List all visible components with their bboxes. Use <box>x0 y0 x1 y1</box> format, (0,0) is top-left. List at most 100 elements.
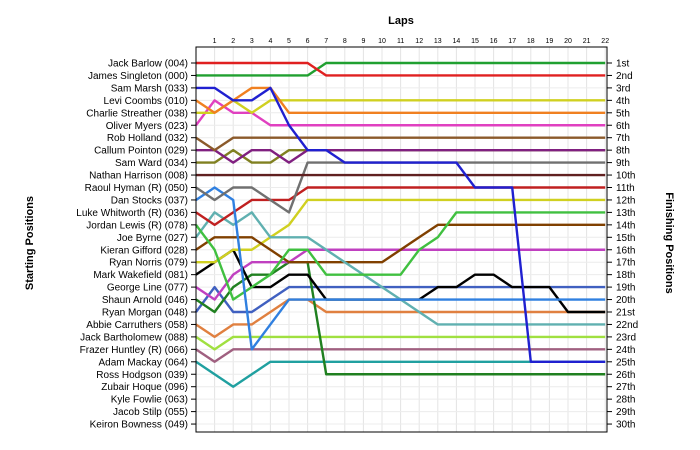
starting-position-label: Ryan Morgan (048) <box>102 308 188 319</box>
starting-position-label: Mark Wakefield (081) <box>93 270 188 281</box>
starting-position-label: Sam Marsh (033) <box>111 83 188 94</box>
starting-position-label: Adam Mackay (064) <box>99 357 188 368</box>
finishing-position-label: 18th <box>616 270 635 281</box>
driver-position-line <box>195 136 606 152</box>
lap-tick-label: 13 <box>434 38 442 45</box>
finishing-position-label: 22nd <box>616 320 638 331</box>
lap-tick-label: 15 <box>471 38 479 45</box>
driver-position-line <box>196 148 606 164</box>
finishing-position-label: 19th <box>616 283 635 294</box>
finishing-position-label: 24th <box>616 345 635 356</box>
finishing-position-label: 20th <box>616 295 635 306</box>
starting-position-label: Charlie Streather (038) <box>86 108 188 119</box>
finishing-position-label: 21st <box>616 308 635 319</box>
finishing-position-label: 16th <box>616 245 635 256</box>
lap-tick-label: 10 <box>378 38 386 45</box>
lap-tick-label: 5 <box>287 38 291 45</box>
lap-tick-label: 19 <box>546 38 554 45</box>
lap-tick-label: 2 <box>231 38 235 45</box>
finishing-position-label: 17th <box>616 258 635 269</box>
starting-position-label: Ryan Norris (079) <box>109 258 188 269</box>
starting-position-label: Ross Hodgson (039) <box>96 370 188 381</box>
finishing-position-label: 3rd <box>616 83 630 94</box>
driver-position-line <box>195 348 606 363</box>
starting-position-label: Jordan Lewis (R) (078) <box>86 220 188 231</box>
finishing-position-label: 15th <box>616 233 635 244</box>
lap-tick-label: 7 <box>324 38 328 45</box>
finishing-position-label: 5th <box>616 108 630 119</box>
finishing-position-label: 30th <box>616 420 635 431</box>
starting-position-label: Kieran Gifford (028) <box>100 245 188 256</box>
starting-position-label: Raoul Hyman (R) (050) <box>85 183 188 194</box>
starting-position-label: Jack Barlow (004) <box>108 59 188 70</box>
starting-position-label: Dan Stocks (037) <box>111 195 188 206</box>
starting-position-label: Shaun Arnold (046) <box>102 295 188 306</box>
lap-tick-label: 18 <box>527 38 535 45</box>
finishing-position-label: 25th <box>616 357 635 368</box>
starting-position-label: Joe Byrne (027) <box>117 233 188 244</box>
finishing-position-label: 27th <box>616 382 635 393</box>
starting-position-label: Callum Pointon (029) <box>94 146 188 157</box>
starting-position-label: Oliver Myers (023) <box>106 121 188 132</box>
left-axis-title: Starting Positions <box>24 196 36 290</box>
starting-position-labels: Jack Barlow (004)James Singleton (000)Sa… <box>76 59 196 431</box>
driver-position-line <box>195 99 606 127</box>
lap-tick-label: 16 <box>490 38 498 45</box>
lap-tick-label: 20 <box>564 38 572 45</box>
finishing-position-label: 2nd <box>616 71 633 82</box>
lap-tick-label: 17 <box>508 38 516 45</box>
lap-tick-label: 11 <box>397 38 404 45</box>
finishing-position-label: 10th <box>616 171 635 182</box>
finishing-position-label: 4th <box>616 96 630 107</box>
lap-tick-label: 4 <box>268 38 272 45</box>
starting-position-label: James Singleton (000) <box>88 71 188 82</box>
finishing-position-label: 1st <box>616 59 630 70</box>
starting-position-label: Jacob Stilp (055) <box>113 407 188 418</box>
finishing-position-label: 28th <box>616 395 635 406</box>
finishing-position-label: 11th <box>616 183 635 194</box>
starting-position-label: George Line (077) <box>107 283 188 294</box>
lap-tick-label: 22 <box>601 38 609 45</box>
starting-position-label: Keiron Bowness (049) <box>90 420 188 431</box>
driver-position-line <box>196 61 606 77</box>
lap-tick-label: 1 <box>213 38 217 45</box>
driver-position-line <box>195 335 606 351</box>
finishing-position-label: 26th <box>616 370 635 381</box>
lap-tick-label: 21 <box>583 38 591 45</box>
finishing-position-label: 13th <box>616 208 635 219</box>
starting-position-label: Zubair Hoque (096) <box>101 382 188 393</box>
starting-position-label: Sam Ward (034) <box>115 158 188 169</box>
lap-tick-label: 6 <box>306 38 310 45</box>
starting-position-label: Abbie Carruthers (058) <box>86 320 188 331</box>
starting-position-label: Rob Holland (032) <box>107 133 188 144</box>
driver-position-line <box>195 186 606 351</box>
driver-position-line <box>196 99 606 115</box>
lap-tick-label: 8 <box>343 38 347 45</box>
finishing-position-label: 7th <box>616 133 630 144</box>
starting-position-label: Jack Bartholomew (088) <box>80 332 188 343</box>
finishing-position-label: 29th <box>616 407 635 418</box>
driver-position-line <box>195 86 606 115</box>
plot-frame <box>195 46 608 433</box>
lap-tick-label: 14 <box>453 38 461 45</box>
position-lines <box>195 61 606 388</box>
driver-position-line <box>196 61 606 77</box>
finishing-position-label: 9th <box>616 158 630 169</box>
starting-position-label: Levi Coombs (010) <box>104 96 188 107</box>
driver-position-line <box>195 211 606 301</box>
lap-tick-labels: 1 2 3 4 5 6 7 8 9 10 11 12 13 14 15 16 17 18 19 20 21 22 <box>213 38 610 45</box>
driver-position-line <box>196 198 606 264</box>
lap-tick-label: 12 <box>415 38 423 45</box>
driver-position-line <box>195 298 606 339</box>
top-axis-title: Laps <box>388 15 414 27</box>
driver-position-line <box>195 186 606 227</box>
right-axis-title: Finishing Positions <box>663 192 675 293</box>
starting-position-label: Nathan Harrison (008) <box>89 171 188 182</box>
driver-position-line <box>195 223 606 264</box>
lap-tick-label: 3 <box>250 38 254 45</box>
lap-tick-label: 9 <box>361 38 365 45</box>
finishing-position-label: 23rd <box>616 332 636 343</box>
driver-position-line <box>196 86 606 363</box>
finishing-position-label: 14th <box>616 220 635 231</box>
